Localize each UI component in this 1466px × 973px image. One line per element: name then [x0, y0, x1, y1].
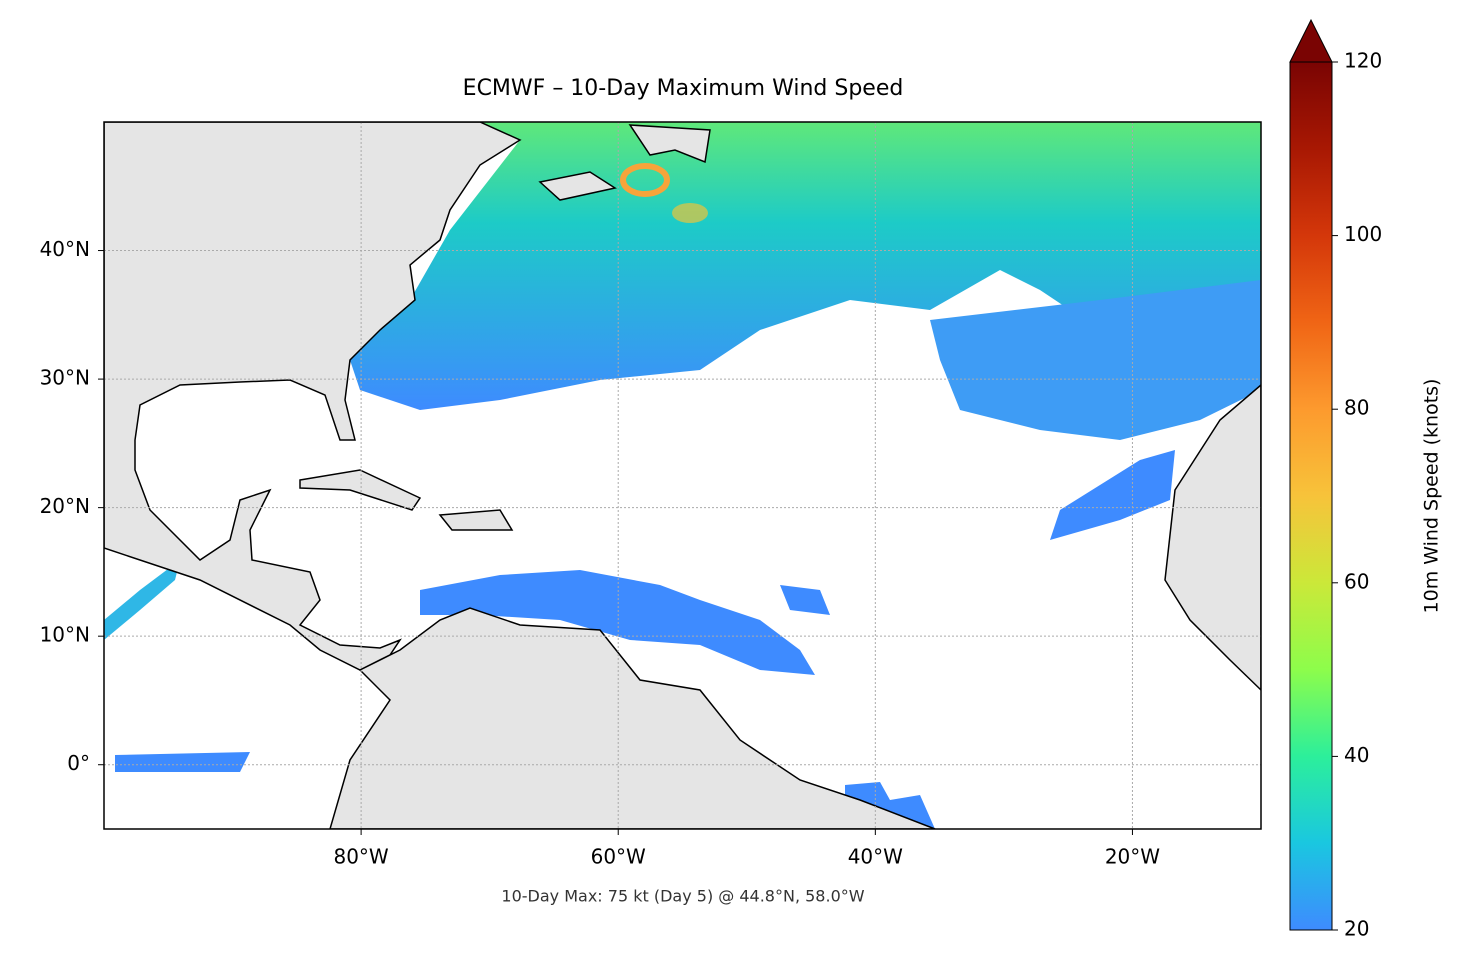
colorbar	[1289, 61, 1333, 931]
wind-region	[930, 280, 1261, 440]
wind-region	[420, 570, 815, 675]
south-america	[329, 607, 936, 829]
y-tick-label: 30°N	[40, 366, 90, 390]
wind-region	[104, 560, 180, 640]
wind-region	[115, 752, 250, 772]
y-tick-label: 40°N	[40, 237, 90, 261]
colorbar-extension	[1289, 18, 1333, 63]
x-tick-label: 80°W	[333, 845, 388, 869]
colorbar-label: 10m Wind Speed (knots)	[1421, 379, 1443, 614]
colorbar-tick-label: 120	[1344, 49, 1382, 73]
y-tick-label: 10°N	[40, 623, 90, 647]
cuba	[299, 469, 422, 511]
newfoundland	[628, 124, 711, 164]
y-tick-label: 20°N	[40, 494, 90, 518]
map-area	[104, 122, 1261, 829]
colorbar-tick-label: 100	[1344, 222, 1382, 246]
wind-region	[1050, 450, 1175, 540]
y-tick-label: 0°	[67, 751, 90, 775]
map-title: ECMWF – 10-Day Maximum Wind Speed	[463, 76, 904, 101]
maritimes	[538, 171, 617, 201]
colorbar-tick-label: 20	[1344, 917, 1369, 941]
annotation: 10-Day Max: 75 kt (Day 5) @ 44.8°N, 58.0…	[501, 887, 864, 906]
x-tick-label: 20°W	[1105, 845, 1160, 869]
graticule	[104, 122, 1261, 829]
colorbar-tick-label: 40	[1344, 743, 1369, 767]
land	[104, 122, 1261, 829]
colorbar-tick-label: 80	[1344, 396, 1369, 420]
wind-maximum-ring	[620, 163, 670, 197]
north-america	[104, 122, 522, 671]
africa	[1164, 384, 1261, 692]
x-tick-label: 60°W	[591, 845, 646, 869]
hispaniola	[438, 509, 514, 531]
colorbar-tick-label: 60	[1344, 569, 1369, 593]
x-tick-label: 40°W	[848, 845, 903, 869]
wind-region	[780, 585, 830, 615]
map-frame	[103, 121, 1262, 830]
wind-maximum-patch	[672, 203, 708, 223]
